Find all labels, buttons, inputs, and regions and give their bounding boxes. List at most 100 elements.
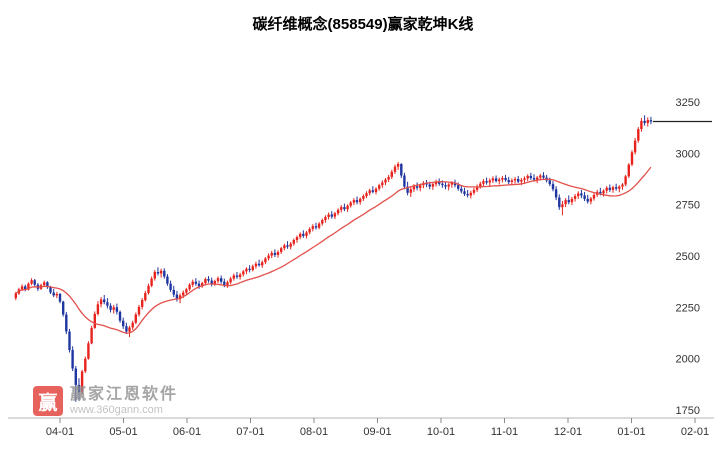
candle-body	[409, 189, 412, 193]
candle-body	[400, 164, 403, 176]
candle-body	[542, 175, 545, 178]
candle-body	[14, 293, 17, 299]
candle-body	[24, 286, 27, 290]
candle-body	[374, 188, 378, 192]
candle-body	[381, 182, 384, 186]
candle-body	[137, 306, 141, 315]
candle-body	[554, 189, 558, 198]
candle-body	[43, 282, 46, 286]
candle-body	[336, 209, 340, 214]
x-tick-label: 10-01	[427, 426, 455, 438]
candle-body	[523, 178, 526, 180]
candle-body	[482, 181, 485, 184]
candle-body	[384, 179, 387, 183]
candle-body	[390, 171, 393, 177]
candle-body	[52, 292, 55, 296]
candle-body	[488, 180, 491, 183]
watermark-url: www.360gann.com	[70, 403, 163, 416]
candle-body	[103, 299, 106, 303]
candle-body	[558, 197, 561, 208]
x-tick-label: 11-01	[491, 426, 518, 438]
candle-body	[197, 283, 201, 287]
candle-body	[412, 186, 416, 190]
candle-body	[532, 178, 536, 180]
candle-body	[242, 271, 245, 275]
candle-body	[182, 292, 185, 296]
candle-body	[84, 358, 87, 372]
candle-body	[479, 183, 482, 187]
candle-body	[178, 295, 182, 300]
candle-body	[280, 248, 283, 252]
candle-body	[96, 304, 100, 314]
candle-body	[299, 233, 302, 238]
x-tick-label: 05-01	[109, 426, 137, 438]
candle-body	[207, 279, 210, 281]
candle-body	[58, 294, 62, 302]
candle-body	[340, 207, 343, 210]
x-tick-label: 08-01	[300, 426, 328, 438]
watermark-logo-icon: 赢	[33, 386, 63, 416]
candle-body	[640, 120, 643, 130]
candle-body	[131, 322, 134, 328]
candle-body	[457, 185, 460, 189]
candle-body	[273, 252, 277, 255]
page-title: 碳纤维概念(858549)赢家乾坤K线	[252, 16, 474, 33]
y-tick-label: 2250	[676, 302, 700, 314]
candle-body	[327, 214, 330, 217]
x-tick-label: 07-01	[236, 426, 264, 438]
candle-body	[270, 252, 273, 256]
candle-body	[99, 299, 103, 305]
candle-body	[223, 281, 226, 286]
candle-body	[504, 178, 507, 181]
candle-body	[216, 278, 220, 282]
candle-body	[387, 176, 390, 180]
candle-body	[232, 275, 235, 279]
x-tick-label: 01-01	[617, 426, 645, 438]
candle-body	[276, 251, 280, 255]
candle-body	[630, 152, 634, 165]
candle-body	[393, 166, 397, 172]
candle-body	[264, 258, 267, 263]
candle-body	[283, 245, 286, 249]
candle-body	[245, 268, 248, 272]
candle-body	[30, 280, 33, 284]
candle-body	[80, 371, 84, 393]
candle-body	[305, 232, 308, 236]
candle-body	[77, 384, 81, 393]
candle-body	[308, 228, 311, 233]
candle-body	[321, 220, 324, 224]
candle-body	[134, 314, 137, 323]
candle-body	[87, 343, 90, 359]
y-tick-label: 1750	[676, 405, 700, 417]
candle-body	[153, 272, 156, 279]
candle-body	[573, 196, 577, 199]
candle-body	[491, 178, 495, 181]
candle-body	[592, 194, 596, 199]
candle-body	[166, 276, 169, 284]
x-tick-label: 12-01	[554, 426, 582, 438]
candle-body	[431, 184, 435, 187]
candle-body	[633, 140, 637, 153]
candle-body	[469, 192, 472, 196]
candle-body	[150, 278, 153, 286]
candle-body	[589, 198, 593, 202]
candle-body	[194, 281, 198, 284]
candle-body	[169, 283, 172, 290]
candle-body	[226, 282, 229, 286]
watermark-name: 赢家江恩软件	[70, 386, 179, 404]
candle-body	[463, 191, 466, 194]
candle-body	[564, 200, 567, 205]
y-tick-label: 2750	[676, 200, 700, 212]
candle-body	[248, 268, 251, 270]
candle-body	[403, 175, 406, 187]
candle-body	[343, 207, 346, 210]
candle-body	[333, 213, 337, 217]
candle-body	[444, 185, 447, 187]
candle-body	[583, 195, 586, 199]
candle-body	[71, 350, 74, 369]
candle-body	[251, 266, 254, 270]
candle-body	[513, 179, 517, 181]
candle-body	[112, 307, 115, 310]
candle-body	[438, 181, 441, 184]
